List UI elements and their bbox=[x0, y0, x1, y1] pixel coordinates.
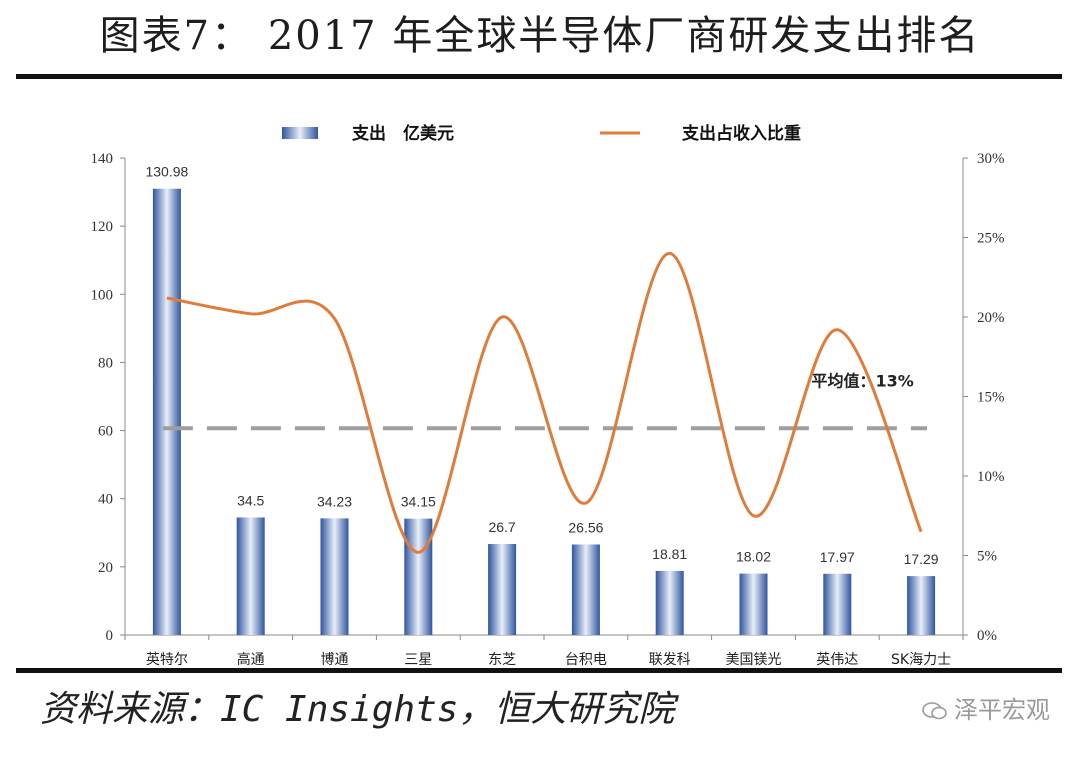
data-labels: 130.98 34.5 34.23 34.15 26.7 26.56 18.81 18.02 1… bbox=[145, 164, 938, 567]
left-tick-label: 120 bbox=[91, 219, 114, 235]
right-tick-label: 20% bbox=[977, 310, 1005, 326]
left-tick-label: 140 bbox=[91, 151, 114, 167]
bar bbox=[739, 573, 768, 635]
category-label: 东芝 bbox=[488, 652, 516, 668]
top-rule bbox=[16, 74, 1062, 79]
bar-value-label: 34.15 bbox=[401, 494, 436, 510]
bars bbox=[152, 188, 936, 635]
bar bbox=[404, 518, 433, 635]
category-label: 英伟达 bbox=[816, 651, 858, 668]
bar bbox=[907, 576, 936, 635]
bottom-rule bbox=[16, 668, 1062, 673]
bar bbox=[823, 573, 852, 635]
left-tick-label: 40 bbox=[98, 492, 113, 508]
bar-value-label: 17.97 bbox=[820, 549, 855, 565]
wechat-icon bbox=[922, 702, 947, 720]
legend: 支出 亿美元 支出占收入比重 bbox=[282, 123, 801, 144]
left-tick-label: 20 bbox=[98, 560, 113, 576]
legend-bar-label: 支出 亿美元 bbox=[352, 123, 454, 144]
right-tick-label: 5% bbox=[977, 549, 997, 565]
bar-value-label: 130.98 bbox=[145, 164, 188, 180]
bar-value-label: 26.7 bbox=[488, 519, 515, 535]
category-label: SK海力士 bbox=[891, 652, 951, 668]
figure-title: 图表7： 2017 年全球半导体厂商研发支出排名 bbox=[99, 13, 981, 59]
bar bbox=[488, 544, 517, 635]
category-label: 台积电 bbox=[565, 652, 607, 668]
left-tick-label: 60 bbox=[98, 424, 113, 440]
bar bbox=[320, 518, 349, 635]
ratio-line bbox=[166, 251, 923, 554]
bar bbox=[655, 570, 684, 635]
category-label: 三星 bbox=[404, 652, 432, 668]
bar-value-label: 18.81 bbox=[652, 546, 687, 562]
bar-value-label: 34.23 bbox=[317, 493, 352, 509]
legend-line-label: 支出占收入比重 bbox=[682, 123, 801, 144]
left-tick-label: 0 bbox=[106, 628, 114, 644]
chart: 支出 亿美元 支出占收入比重 0 20 40 60 80 100 120 140 0% 5% 10% 1… bbox=[91, 123, 1005, 668]
source-note: 资料来源：IC Insights，恒大研究院 bbox=[40, 689, 675, 730]
right-tick-label: 25% bbox=[977, 231, 1005, 247]
left-tick-label: 100 bbox=[91, 287, 114, 303]
right-tick-label: 15% bbox=[977, 390, 1005, 406]
category-label: 博通 bbox=[321, 651, 349, 668]
watermark: 泽平宏观 bbox=[922, 690, 1050, 730]
bar-value-label: 26.56 bbox=[568, 520, 603, 536]
category-label: 英特尔 bbox=[146, 651, 188, 668]
right-tick-label: 10% bbox=[977, 469, 1005, 485]
ratio-series-line bbox=[166, 251, 923, 554]
watermark-text: 泽平宏观 bbox=[954, 696, 1050, 724]
bar-value-label: 34.5 bbox=[237, 492, 264, 508]
bar-value-label: 17.29 bbox=[904, 551, 939, 567]
average-label: 平均值：13% bbox=[812, 371, 914, 390]
left-tick-label: 80 bbox=[98, 355, 113, 371]
bar bbox=[236, 517, 265, 635]
legend-bar-swatch bbox=[282, 127, 318, 139]
bar bbox=[571, 544, 600, 635]
right-tick-label: 30% bbox=[977, 151, 1005, 167]
reference-line: 平均值：13% bbox=[162, 371, 927, 431]
axes: 0 20 40 60 80 100 120 140 0% 5% 10% 15% 20% 25% 30% 英特尔… bbox=[91, 151, 1005, 668]
category-label: 联发科 bbox=[649, 652, 691, 668]
category-label: 高通 bbox=[237, 651, 265, 668]
category-label: 美国镁光 bbox=[726, 652, 782, 668]
bar bbox=[152, 188, 181, 635]
right-tick-label: 0% bbox=[977, 628, 997, 644]
bar-value-label: 18.02 bbox=[736, 549, 771, 565]
